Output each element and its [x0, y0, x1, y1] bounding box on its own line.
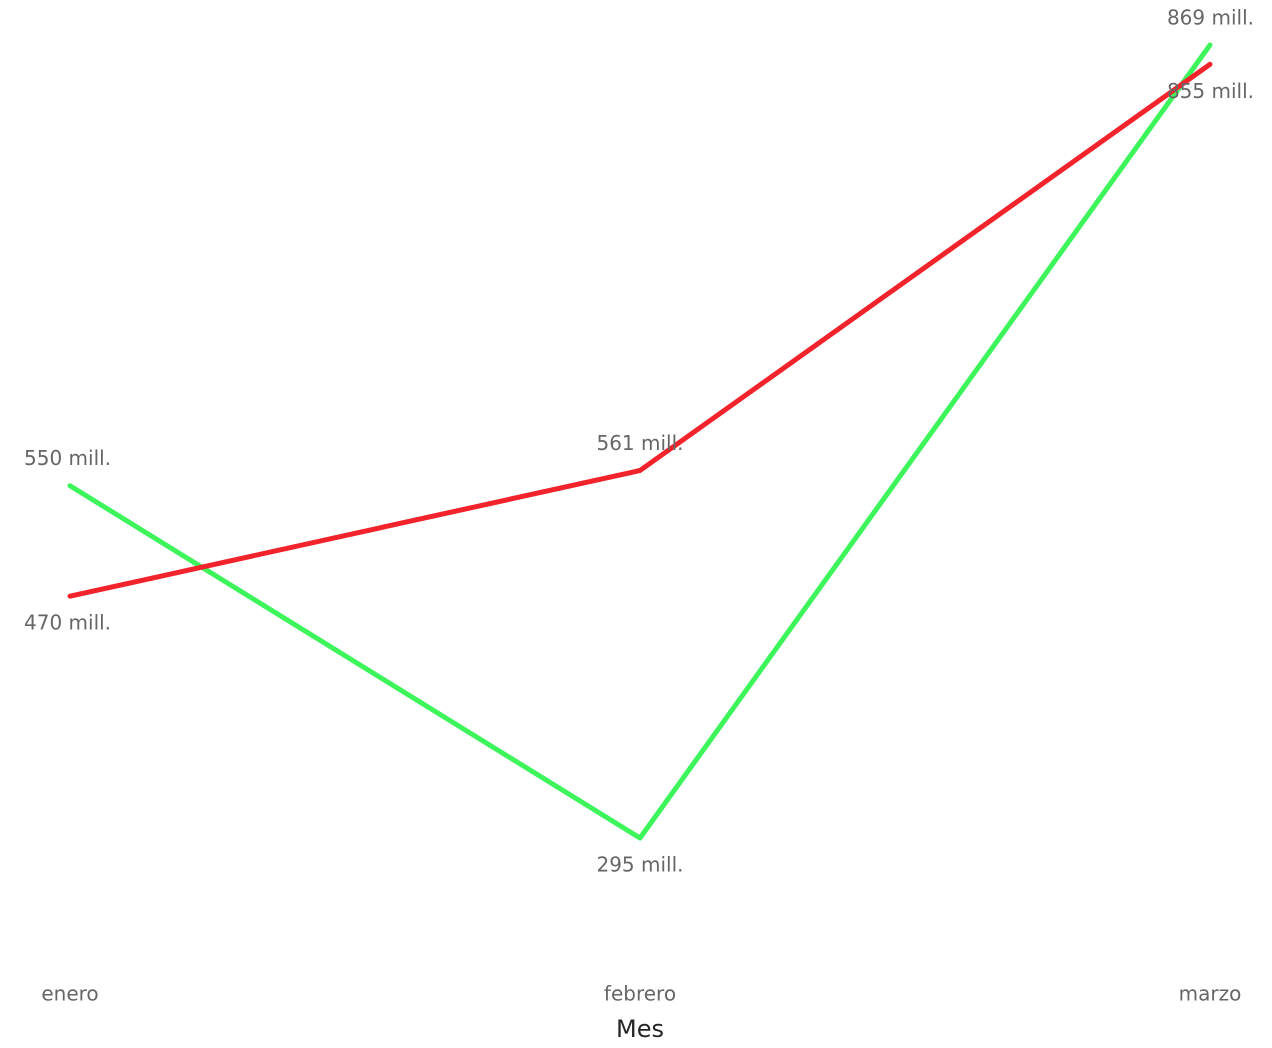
- x-axis-title: Mes: [616, 1015, 664, 1043]
- line-series: [67, 42, 1213, 841]
- data-label: 470 mill.: [24, 611, 111, 635]
- data-label: 869 mill.: [1167, 6, 1254, 30]
- data-label: 550 mill.: [24, 446, 111, 470]
- data-label: 295 mill.: [596, 853, 683, 877]
- line-series: [67, 61, 1213, 599]
- data-label: 855 mill.: [1167, 79, 1254, 103]
- x-tick-label: marzo: [1179, 982, 1242, 1006]
- x-tick-label: enero: [41, 982, 98, 1006]
- data-label: 561 mill.: [596, 431, 683, 455]
- x-tick-label: febrero: [604, 982, 676, 1006]
